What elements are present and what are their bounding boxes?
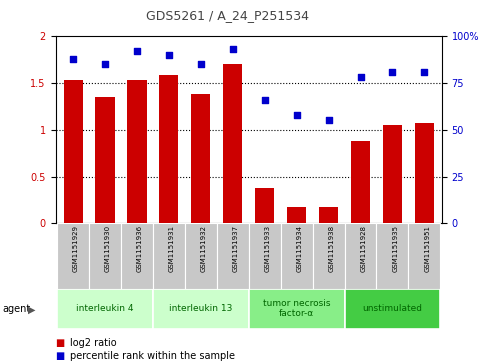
Text: GSM1151931: GSM1151931 [169,225,175,272]
Point [325,118,332,123]
Bar [255,188,274,223]
Bar [376,223,409,289]
Text: ■: ■ [56,351,65,362]
Point [197,61,205,67]
Text: GSM1151928: GSM1151928 [360,225,367,272]
Text: GSM1151935: GSM1151935 [393,225,398,272]
Bar [415,123,434,223]
Bar [57,289,153,329]
Text: GSM1151933: GSM1151933 [265,225,270,272]
Text: percentile rank within the sample: percentile rank within the sample [70,351,235,362]
Text: agent: agent [2,304,30,314]
Text: ▶: ▶ [28,304,36,314]
Text: GSM1151937: GSM1151937 [233,225,239,272]
Bar [223,64,242,223]
Bar [344,289,440,329]
Bar [409,223,440,289]
Bar [121,223,153,289]
Point [69,56,77,62]
Point [293,112,300,118]
Point [133,48,141,54]
Bar [344,223,376,289]
Bar [96,97,114,223]
Point [101,61,109,67]
Text: interleukin 13: interleukin 13 [169,304,232,313]
Text: GSM1151932: GSM1151932 [201,225,207,272]
Bar [351,141,370,223]
Bar [217,223,249,289]
Bar [249,223,281,289]
Bar [319,207,338,223]
Bar [313,223,344,289]
Point [421,69,428,75]
Text: GSM1151934: GSM1151934 [297,225,303,272]
Text: unstimulated: unstimulated [362,304,423,313]
Point [356,74,364,80]
Bar [185,223,217,289]
Bar [57,223,89,289]
Bar [89,223,121,289]
Text: tumor necrosis
factor-α: tumor necrosis factor-α [263,299,330,318]
Text: GDS5261 / A_24_P251534: GDS5261 / A_24_P251534 [145,9,309,22]
Text: GSM1151936: GSM1151936 [137,225,143,272]
Text: interleukin 4: interleukin 4 [76,304,134,313]
Bar [128,80,146,223]
Bar [64,80,83,223]
Text: GSM1151930: GSM1151930 [105,225,111,272]
Text: GSM1151929: GSM1151929 [73,225,79,272]
Bar [249,289,344,329]
Bar [287,207,306,223]
Text: GSM1151951: GSM1151951 [425,225,430,272]
Text: GSM1151938: GSM1151938 [328,225,335,272]
Bar [383,125,402,223]
Bar [153,223,185,289]
Bar [159,75,179,223]
Point [229,46,237,52]
Text: ■: ■ [56,338,65,348]
Bar [281,223,313,289]
Bar [191,94,211,223]
Text: log2 ratio: log2 ratio [70,338,117,348]
Point [261,97,269,103]
Point [389,69,397,75]
Bar [153,289,249,329]
Point [165,52,173,58]
